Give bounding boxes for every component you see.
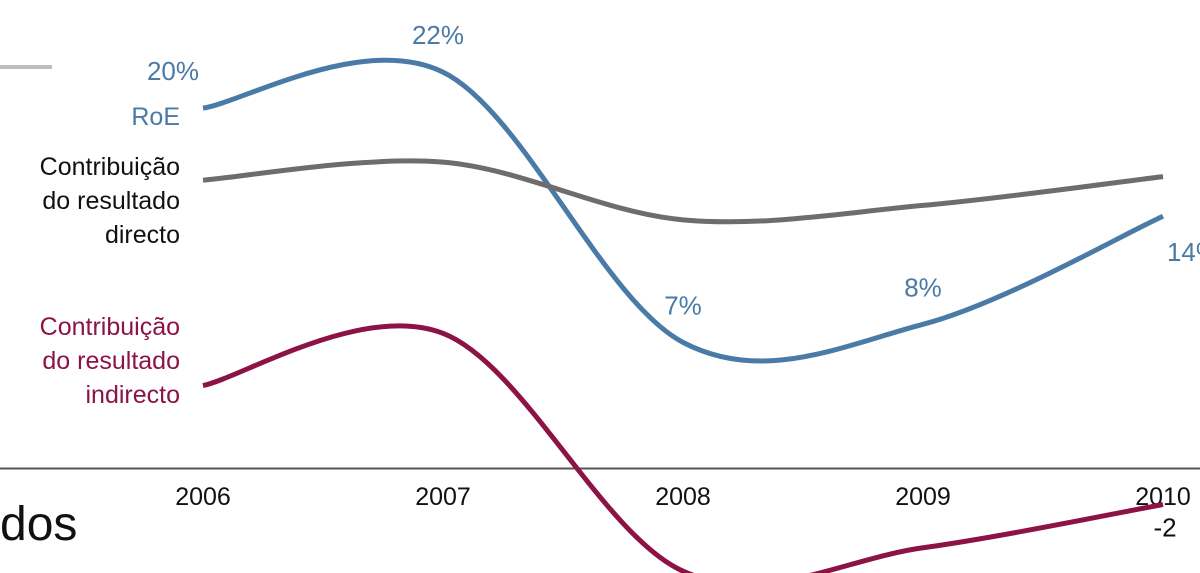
x-tick-label: 2008: [655, 483, 711, 511]
data-label: 8%: [904, 272, 942, 302]
data-label: 7%: [664, 290, 702, 320]
series-line: [203, 326, 1163, 573]
series-line: [203, 161, 1163, 222]
data-label: 14%: [1167, 237, 1200, 267]
x-tick-label: 2006: [175, 483, 231, 511]
x-tick-label: 2009: [895, 483, 951, 511]
data-label: 20%: [147, 56, 199, 86]
legend-label: Contribuição do resultado indirecto: [5, 310, 180, 412]
legend-label: RoE: [5, 100, 180, 134]
data-label: 22%: [412, 20, 464, 50]
x-tick-label: 2007: [415, 483, 471, 511]
chart-canvas: dos 2006200720082009201020%22%7%8%14%-2: [0, 0, 1200, 573]
annotation: dos: [0, 498, 77, 551]
chart: dos 2006200720082009201020%22%7%8%14%-2 …: [0, 0, 1200, 573]
legend-label: Contribuição do resultado directo: [5, 150, 180, 252]
data-label: -2: [1153, 513, 1176, 543]
